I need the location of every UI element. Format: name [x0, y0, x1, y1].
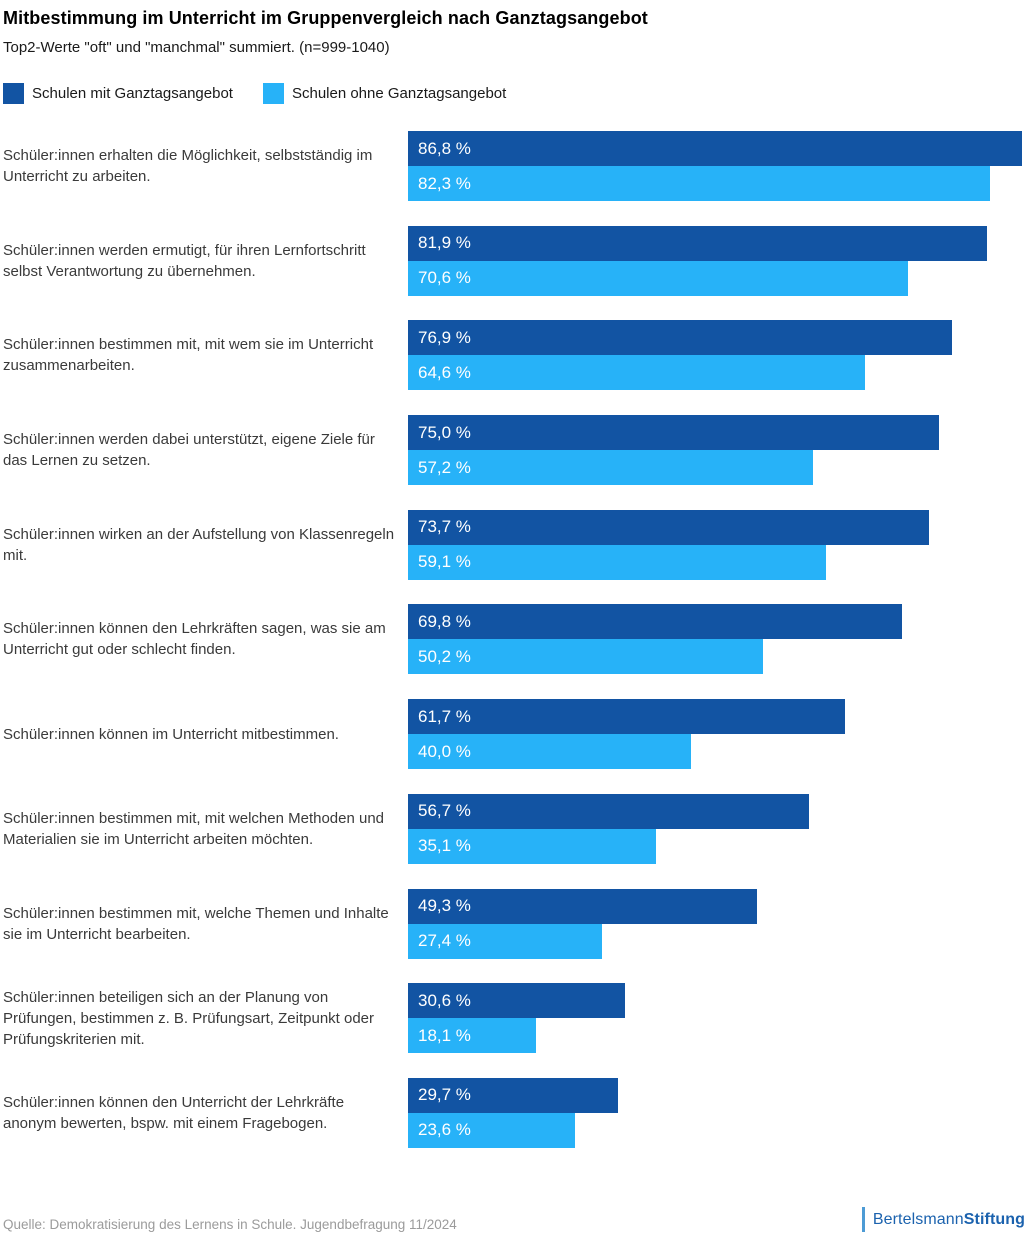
bar-schulen-ohne-ganztagsangebot: 35,1 % — [408, 828, 657, 864]
bar-schulen-ohne-ganztagsangebot: 57,2 % — [408, 450, 813, 486]
bar-value: 30,6 % — [418, 990, 471, 1010]
bar-value: 73,7 % — [418, 517, 471, 537]
bar-schulen-ohne-ganztagsangebot: 64,6 % — [408, 355, 866, 391]
bar-schulen-ohne-ganztagsangebot: 18,1 % — [408, 1018, 537, 1054]
chart-row: Schüler:innen werden ermutigt, für ihren… — [3, 225, 1025, 296]
bar-schulen-mit-ganztagsangebot: 49,3 % — [408, 888, 757, 924]
bar-schulen-ohne-ganztagsangebot: 59,1 % — [408, 544, 827, 580]
chart-row: Schüler:innen können den Lehrkräften sag… — [3, 604, 1025, 675]
bar-value: 82,3 % — [418, 173, 471, 193]
bar-group: 81,9 % 70,6 % — [408, 225, 1025, 296]
bar-schulen-mit-ganztagsangebot: 75,0 % — [408, 415, 939, 451]
row-label: Schüler:innen bestimmen mit, welche Them… — [3, 904, 389, 943]
bar-value: 69,8 % — [418, 611, 471, 631]
bar-group: 56,7 % 35,1 % — [408, 793, 1025, 864]
bar-value: 61,7 % — [418, 706, 471, 726]
bar-group: 61,7 % 40,0 % — [408, 699, 1025, 770]
bar-group: 73,7 % 59,1 % — [408, 509, 1025, 580]
bar-schulen-mit-ganztagsangebot: 56,7 % — [408, 793, 810, 829]
chart-row: Schüler:innen bestimmen mit, mit wem sie… — [3, 320, 1025, 391]
page-title: Mitbestimmung im Unterricht im Gruppenve… — [3, 8, 648, 28]
bar-group: 49,3 % 27,4 % — [408, 888, 1025, 959]
bar-value: 35,1 % — [418, 836, 471, 856]
bar-schulen-mit-ganztagsangebot: 81,9 % — [408, 225, 988, 261]
bar-value: 81,9 % — [418, 233, 471, 253]
legend-swatch-light-blue — [262, 83, 284, 104]
bar-value: 64,6 % — [418, 362, 471, 382]
bar-value: 40,0 % — [418, 741, 471, 761]
bar-schulen-mit-ganztagsangebot: 61,7 % — [408, 699, 845, 735]
bar-schulen-ohne-ganztagsangebot: 23,6 % — [408, 1112, 575, 1148]
bar-group: 69,8 % 50,2 % — [408, 604, 1025, 675]
bar-value: 23,6 % — [418, 1120, 471, 1140]
legend-item-mit-ganztagsangebot: Schulen mit Ganztagsangebot — [3, 83, 233, 104]
bar-schulen-ohne-ganztagsangebot: 27,4 % — [408, 923, 602, 959]
row-label: Schüler:innen werden ermutigt, für ihren… — [3, 241, 366, 280]
bar-group: 30,6 % 18,1 % — [408, 983, 1025, 1054]
bar-value: 57,2 % — [418, 457, 471, 477]
bar-schulen-ohne-ganztagsangebot: 50,2 % — [408, 639, 764, 675]
bar-schulen-mit-ganztagsangebot: 73,7 % — [408, 509, 930, 545]
row-label: Schüler:innen können den Lehrkräften sag… — [3, 620, 386, 659]
bar-schulen-mit-ganztagsangebot: 76,9 % — [408, 320, 953, 356]
bar-value: 59,1 % — [418, 552, 471, 572]
row-label: Schüler:innen erhalten die Möglichkeit, … — [3, 147, 373, 185]
chart-row: Schüler:innen werden dabei unterstützt, … — [3, 415, 1025, 486]
bar-schulen-mit-ganztagsangebot: 29,7 % — [408, 1077, 619, 1113]
chart-rows: Schüler:innen erhalten die Möglichkeit, … — [3, 131, 1025, 1148]
bar-schulen-ohne-ganztagsangebot: 40,0 % — [408, 734, 692, 770]
legend-label: Schulen ohne Ganztagsangebot — [291, 85, 507, 102]
bar-group: 76,9 % 64,6 % — [408, 320, 1025, 391]
bar-value: 49,3 % — [418, 896, 471, 915]
bar-schulen-ohne-ganztagsangebot: 82,3 % — [408, 166, 991, 201]
bar-value: 29,7 % — [418, 1085, 471, 1105]
page-subtitle: Top2-Werte "oft" und "manchmal" summiert… — [3, 39, 390, 56]
logo-bar-icon — [861, 1207, 865, 1232]
bar-group: 86,8 % 82,3 % — [408, 131, 1025, 201]
bar-schulen-mit-ganztagsangebot: 86,8 % — [408, 131, 1023, 166]
source-note: Quelle: Demokratisierung des Lernens in … — [3, 1217, 457, 1232]
legend: Schulen mit Ganztagsangebot Schulen ohne… — [3, 83, 1025, 104]
row-label: Schüler:innen beteiligen sich an der Pla… — [3, 988, 375, 1048]
bertelsmann-stiftung-logo: BertelsmannStiftung — [861, 1207, 1025, 1232]
legend-swatch-dark-blue — [3, 83, 24, 104]
bar-value: 56,7 % — [418, 801, 471, 821]
bar-value: 70,6 % — [418, 268, 471, 288]
legend-label: Schulen mit Ganztagsangebot — [32, 85, 233, 102]
bar-group: 75,0 % 57,2 % — [408, 415, 1025, 486]
bar-schulen-mit-ganztagsangebot: 69,8 % — [408, 604, 902, 640]
legend-item-ohne-ganztagsangebot: Schulen ohne Ganztagsangebot — [262, 83, 507, 104]
chart-row: Schüler:innen erhalten die Möglichkeit, … — [3, 131, 1025, 201]
footer: Quelle: Demokratisierung des Lernens in … — [3, 1207, 1025, 1232]
chart-row: Schüler:innen beteiligen sich an der Pla… — [3, 983, 1025, 1054]
bar-value: 75,0 % — [418, 422, 471, 442]
bar-value: 18,1 % — [418, 1025, 471, 1045]
chart-row: Schüler:innen können im Unterricht mitbe… — [3, 699, 1025, 770]
chart-row: Schüler:innen wirken an der Aufstellung … — [3, 509, 1025, 580]
row-label: Schüler:innen bestimmen mit, mit wem sie… — [3, 336, 374, 375]
bar-value: 27,4 % — [418, 931, 471, 950]
row-label: Schüler:innen wirken an der Aufstellung … — [3, 525, 395, 564]
logo-text: BertelsmannStiftung — [872, 1210, 1025, 1228]
chart-row: Schüler:innen bestimmen mit, welche Them… — [3, 888, 1025, 959]
row-label: Schüler:innen können den Unterricht der … — [3, 1093, 345, 1132]
chart-row: Schüler:innen bestimmen mit, mit welchen… — [3, 793, 1025, 864]
row-label: Schüler:innen bestimmen mit, mit welchen… — [3, 809, 385, 848]
row-label: Schüler:innen können im Unterricht mitbe… — [3, 725, 339, 743]
bar-value: 76,9 % — [418, 327, 471, 347]
row-label: Schüler:innen werden dabei unterstützt, … — [3, 431, 375, 470]
bar-schulen-ohne-ganztagsangebot: 70,6 % — [408, 260, 908, 296]
bar-value: 50,2 % — [418, 646, 471, 666]
bar-value: 86,8 % — [418, 138, 471, 158]
chart-row: Schüler:innen können den Unterricht der … — [3, 1077, 1025, 1148]
bar-group: 29,7 % 23,6 % — [408, 1077, 1025, 1148]
bar-schulen-mit-ganztagsangebot: 30,6 % — [408, 983, 625, 1019]
